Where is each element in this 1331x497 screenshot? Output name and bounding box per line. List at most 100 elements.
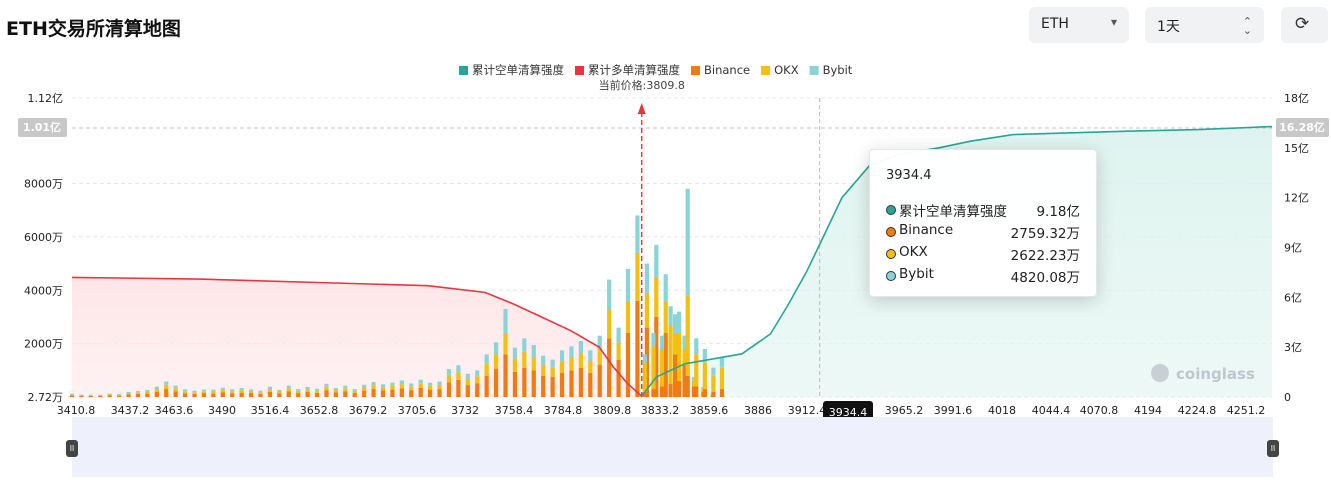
left-tick-label: 2000万 (24, 338, 63, 351)
bar-segment-binance (673, 354, 678, 398)
bar-segment-bybit (475, 370, 480, 377)
bar-segment-bybit (702, 349, 707, 363)
bar-segment-okx (719, 367, 725, 390)
bar-segment-okx (531, 357, 536, 371)
long-curve (71, 276, 643, 397)
bar-segment-okx (456, 372, 461, 380)
range-slider[interactable] (72, 417, 1273, 477)
left-tick-label: 6000万 (24, 231, 63, 244)
period-select[interactable]: 1天 ⌃ ⌄ (1145, 7, 1264, 43)
bar-segment-binance (248, 393, 254, 398)
x-tick-label: 3934.4 (829, 406, 868, 419)
legend-label: 累计多单清算强度 (588, 63, 680, 77)
bar-segment-bybit (267, 386, 273, 390)
bar-segment-okx (446, 375, 452, 383)
bar-segment-bybit (79, 394, 84, 396)
bar-segment-okx (145, 391, 150, 394)
bar-segment-binance (437, 389, 442, 398)
bar-segment-binance (569, 370, 574, 398)
slider-handle-right[interactable]: II (1267, 440, 1279, 457)
bar-segment-bybit (343, 385, 348, 389)
x-tick-label: 3784.8 (544, 404, 583, 417)
bar-segment-binance (642, 391, 647, 398)
x-tick-label: 3758.4 (495, 404, 534, 417)
bar-segment-bybit (135, 390, 141, 393)
bar-segment-binance (702, 389, 707, 398)
bar-segment-okx (668, 324, 673, 384)
bar-segment-okx (493, 354, 499, 370)
bar-segment-binance (154, 391, 159, 398)
bar-segment-binance (352, 393, 357, 398)
x-tick-label: 3991.6 (934, 404, 973, 417)
bar-segment-binance (314, 392, 320, 398)
legend-label: Bybit (823, 63, 853, 77)
bar-segment-bybit (493, 342, 499, 355)
bar-segment-binance (211, 393, 216, 398)
bar-segment-binance (296, 393, 301, 398)
coin-select[interactable]: ETH ▾ (1029, 7, 1129, 43)
bar-segment-binance (164, 389, 169, 398)
bar-segment-bybit (314, 388, 320, 391)
bar-segment-bybit (456, 365, 461, 373)
coin-select-value: ETH (1041, 16, 1069, 32)
bar-segment-bybit (550, 359, 555, 368)
current-price-arrow-icon (637, 103, 646, 114)
bar-segment-bybit (220, 387, 225, 390)
bar-segment-binance (691, 386, 697, 398)
bar-segment-binance (635, 300, 640, 398)
bar-segment-binance (531, 370, 536, 398)
bar-segment-okx (503, 332, 508, 355)
bar-segment-binance (343, 391, 348, 398)
bar-segment-binance (550, 377, 555, 398)
tooltip-price: 3934.4 (886, 168, 932, 183)
x-tick-label: 3859.6 (690, 404, 729, 417)
bar-segment-okx (173, 388, 178, 392)
bar-segment-bybit (88, 394, 93, 396)
bar-segment-bybit (296, 389, 301, 391)
bar-segment-binance (541, 375, 546, 398)
bar-segment-bybit (673, 314, 678, 333)
bar-segment-bybit (711, 367, 716, 376)
bar-segment-okx (550, 367, 555, 378)
legend-swatch (691, 66, 700, 75)
series-dot-icon (886, 249, 896, 259)
bar-segment-bybit (352, 389, 357, 391)
bar-segment-bybit (654, 244, 659, 277)
bar-segment-okx (659, 349, 665, 387)
bar-segment-bybit (559, 350, 565, 362)
bar-segment-binance (578, 367, 584, 398)
bar-segment-binance (503, 354, 508, 398)
bar-segment-okx (512, 358, 518, 372)
bar-segment-okx (702, 362, 707, 390)
left-marker-bg (18, 118, 67, 137)
tooltip-row: OKX 2622.23万 (886, 244, 1080, 264)
refresh-button[interactable]: ⟳ (1281, 7, 1328, 43)
x-tick-label: 4194 (1134, 404, 1162, 417)
bar-segment-bybit (531, 345, 536, 358)
bar-segment-binance (88, 395, 93, 398)
bar-segment-binance (616, 359, 621, 398)
bar-segment-bybit (277, 389, 282, 392)
right-marker-label: 16.28亿 (1279, 120, 1325, 134)
left-tick-label: 2.72万 (28, 391, 64, 404)
tooltip-label: 累计空单清算强度 (899, 204, 1007, 220)
bar-segment-binance (493, 369, 499, 398)
bar-segment-bybit (201, 389, 207, 392)
bar-segment-okx (607, 308, 612, 339)
bar-segment-bybit (117, 393, 122, 395)
bar-segment-binance (79, 396, 84, 398)
bar-segment-bybit (682, 335, 687, 350)
bar-segment-bybit (305, 386, 310, 390)
bar-segment-bybit (418, 379, 423, 384)
bar-segment-bybit (541, 355, 546, 366)
bar-segment-bybit (173, 385, 178, 389)
bar-segment-bybit (503, 308, 508, 333)
bar-segment-okx (522, 351, 527, 368)
slider-handle-left[interactable]: II (66, 440, 78, 457)
bar-segment-bybit (694, 338, 699, 355)
bar-segment-bybit (719, 357, 725, 368)
bar-segment-bybit (380, 384, 386, 388)
bar-segment-bybit (409, 383, 414, 387)
bar-segment-okx (314, 390, 320, 393)
bar-segment-binance (694, 386, 699, 398)
